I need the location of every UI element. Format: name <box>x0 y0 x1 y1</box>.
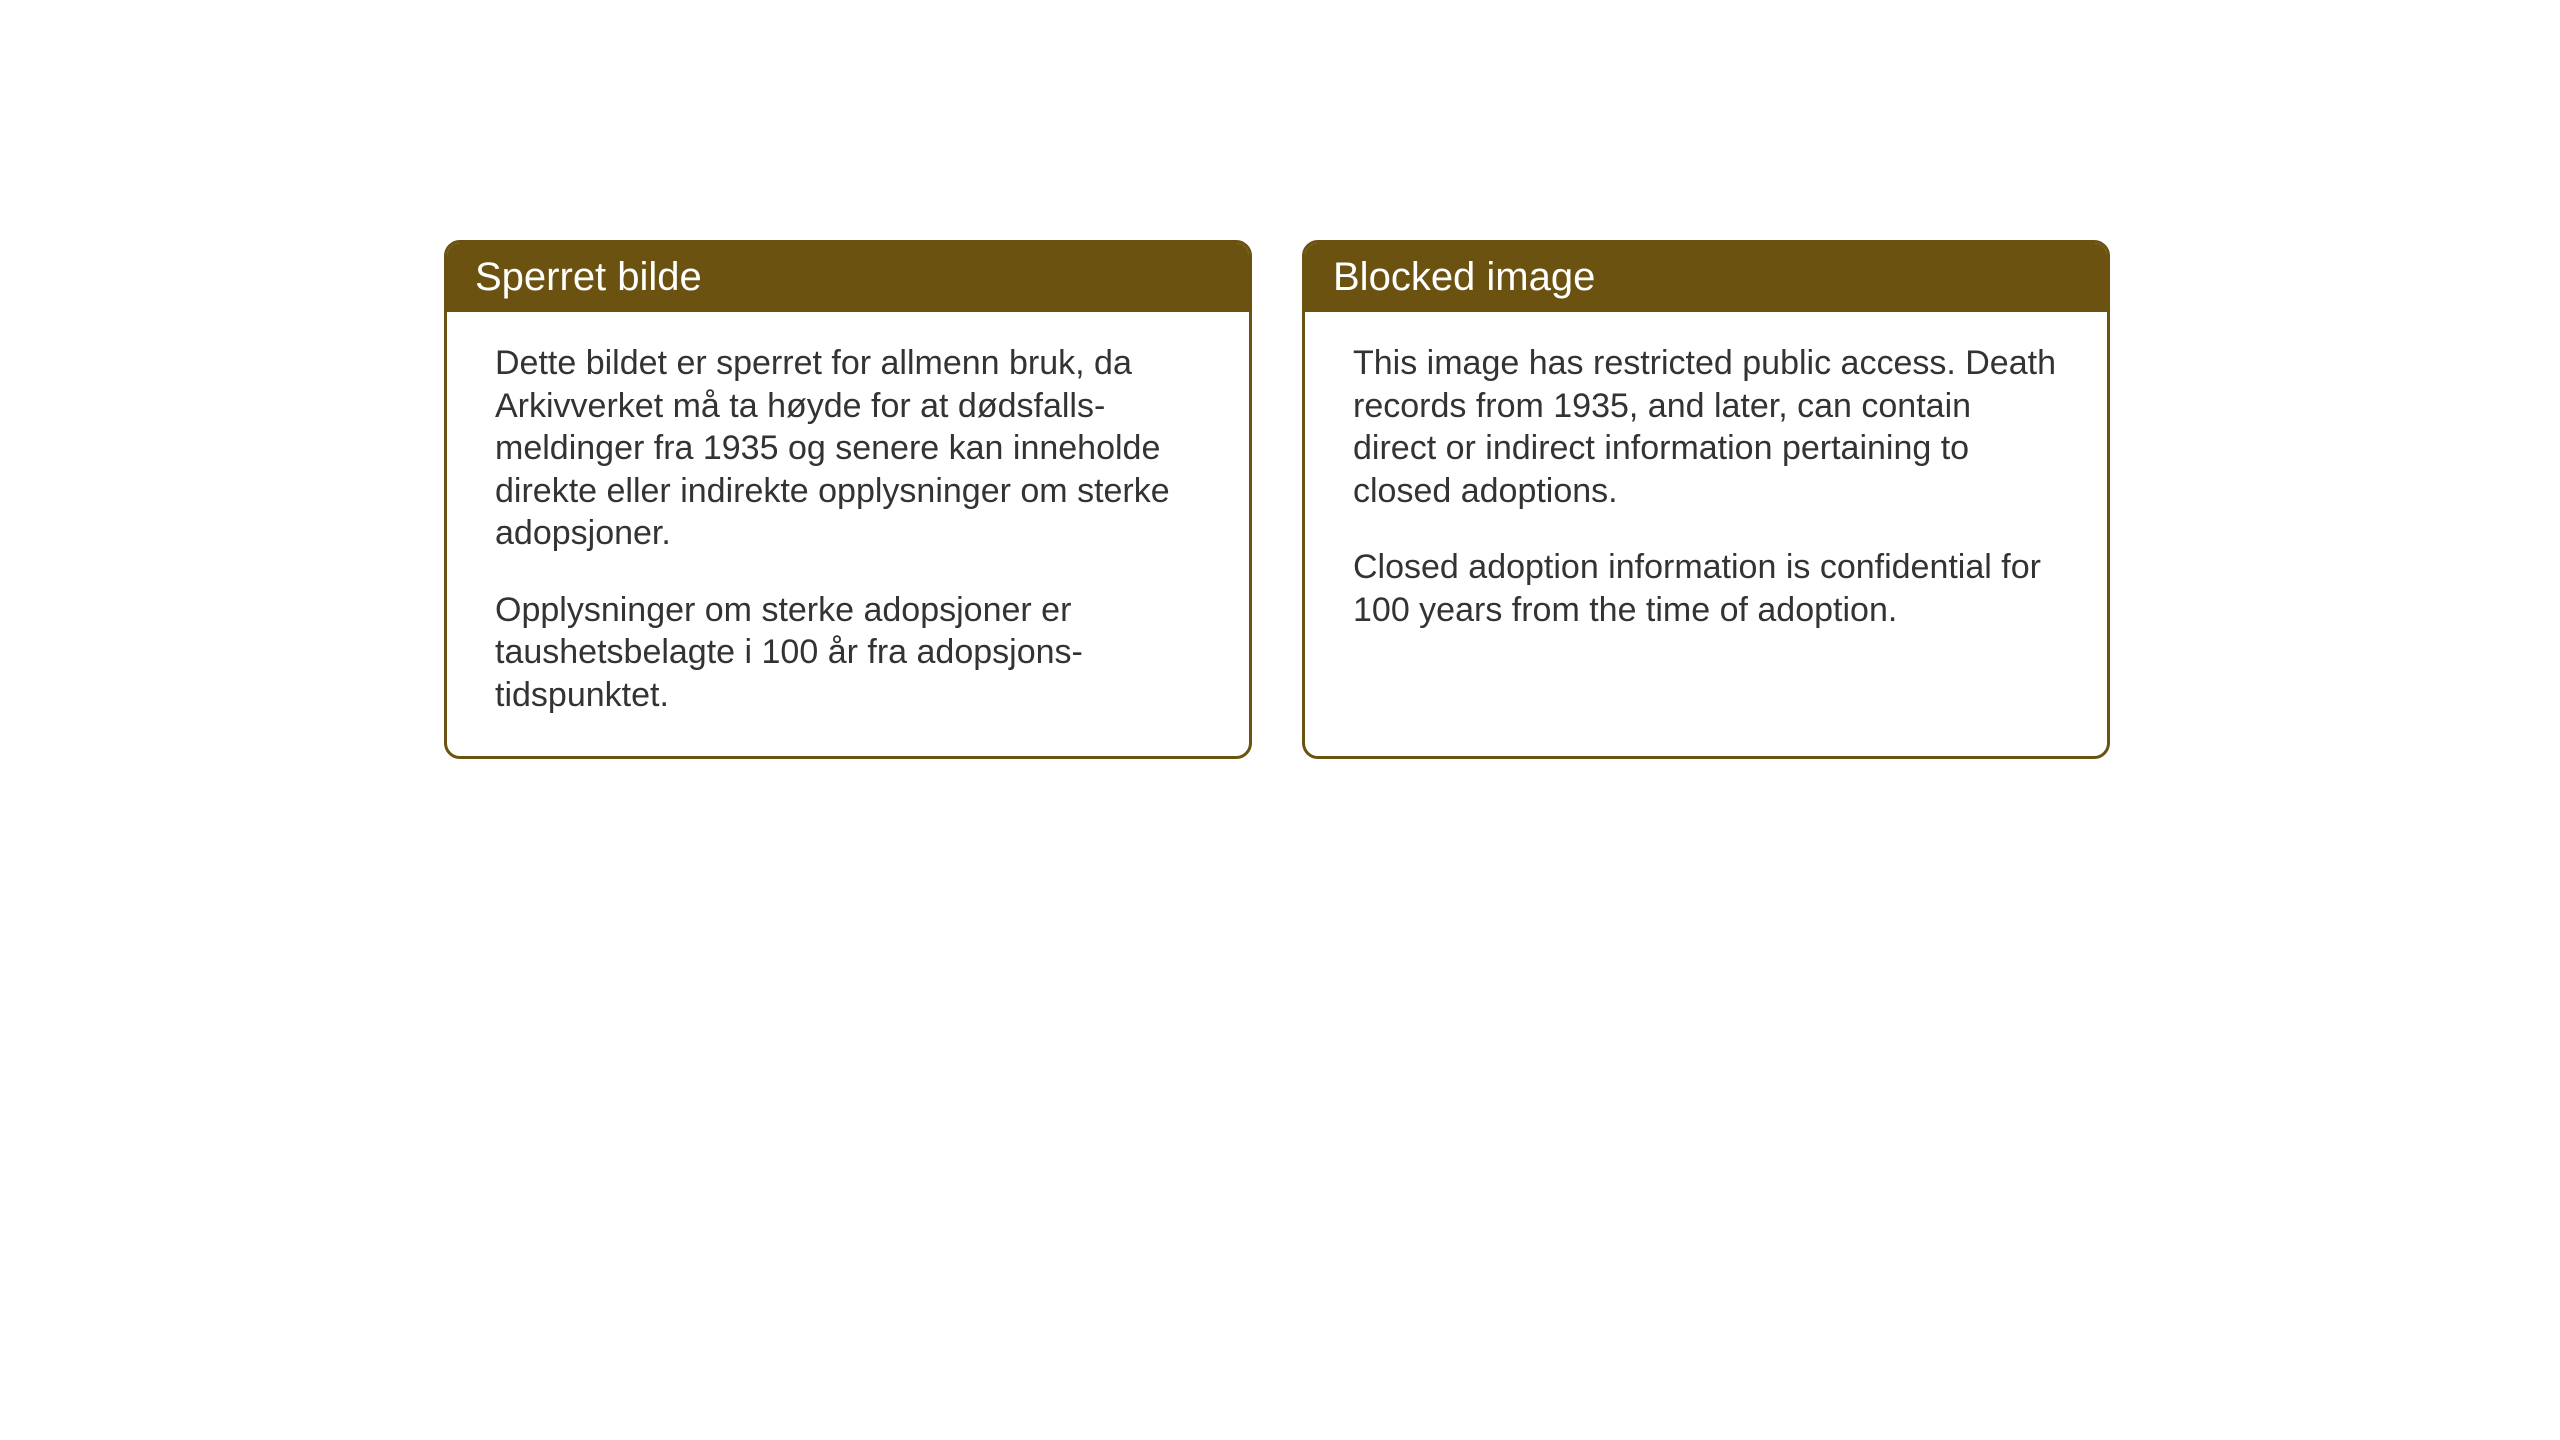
card-header-norwegian: Sperret bilde <box>447 243 1249 312</box>
card-paragraph-1-english: This image has restricted public access.… <box>1353 342 2059 512</box>
card-body-english: This image has restricted public access.… <box>1305 312 2107 671</box>
card-paragraph-2-norwegian: Opplysninger om sterke adopsjoner er tau… <box>495 589 1201 717</box>
notice-container: Sperret bilde Dette bildet er sperret fo… <box>0 0 2560 759</box>
card-title-norwegian: Sperret bilde <box>475 255 702 299</box>
card-header-english: Blocked image <box>1305 243 2107 312</box>
card-paragraph-1-norwegian: Dette bildet er sperret for allmenn bruk… <box>495 342 1201 555</box>
card-body-norwegian: Dette bildet er sperret for allmenn bruk… <box>447 312 1249 756</box>
blocked-image-card-norwegian: Sperret bilde Dette bildet er sperret fo… <box>444 240 1252 759</box>
card-title-english: Blocked image <box>1333 255 1595 299</box>
blocked-image-card-english: Blocked image This image has restricted … <box>1302 240 2110 759</box>
card-paragraph-2-english: Closed adoption information is confident… <box>1353 546 2059 631</box>
